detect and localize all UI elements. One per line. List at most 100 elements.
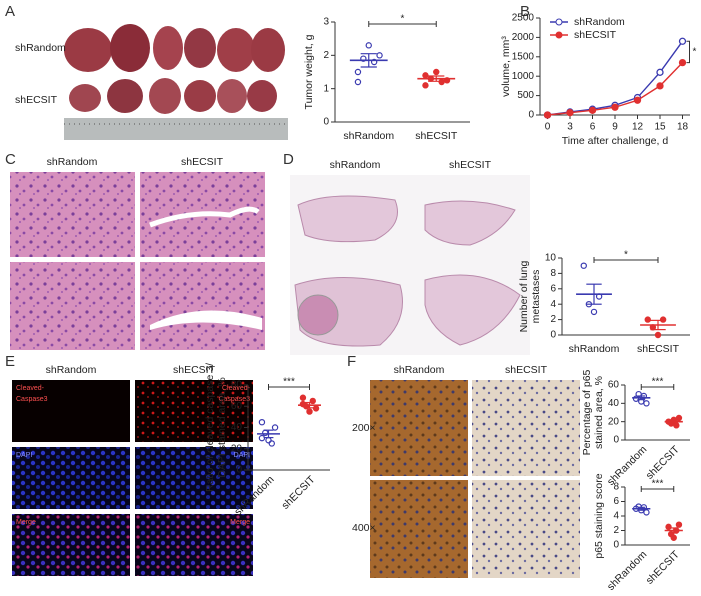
- data-point: [271, 424, 279, 431]
- panel-letter: F: [347, 353, 356, 370]
- significance-label: *: [624, 250, 628, 261]
- data-point: [656, 82, 664, 90]
- y-tick-label: 0: [550, 330, 556, 341]
- data-point: [438, 78, 445, 86]
- data-point: [365, 42, 372, 49]
- legend-label: shRandom: [574, 16, 625, 28]
- data-point: [590, 308, 598, 316]
- data-point: [643, 400, 650, 407]
- data-point: [588, 106, 597, 114]
- y-axis-label: volume, mm³: [500, 36, 512, 97]
- significance-label: ***: [652, 377, 664, 388]
- x-tick-label: 6: [590, 122, 596, 133]
- x-tick-label: shECSIT: [644, 443, 683, 482]
- data-point: [659, 316, 667, 323]
- y-tick-label: 3: [323, 17, 329, 28]
- data-point: [360, 55, 367, 62]
- channel-label: DAPI: [16, 452, 32, 459]
- data-point: [656, 68, 664, 76]
- data-point: [675, 414, 683, 422]
- data-point: [354, 68, 362, 76]
- data-point: [633, 96, 642, 104]
- y-tick-label: 500: [517, 90, 534, 101]
- data-point: [268, 440, 275, 447]
- y-tick-label: 1: [323, 83, 329, 94]
- image-label: shRandom: [47, 156, 98, 168]
- y-tick-label: 4: [550, 299, 556, 310]
- x-tick-label: shECSIT: [279, 473, 318, 512]
- channel-label: Caspase3: [16, 396, 48, 403]
- y-axis-label: Percentage of p65: [581, 369, 593, 455]
- legend-marker: [555, 31, 563, 39]
- x-axis-label: Time after challenge, d: [562, 135, 669, 147]
- channel-label: Caspase3: [218, 396, 250, 403]
- image-label: 200×: [352, 422, 376, 434]
- y-tick-label: 8: [613, 482, 619, 493]
- y-tick-label: 1000: [512, 71, 535, 82]
- channel-label: Merge: [230, 519, 250, 526]
- panel-letter: E: [5, 353, 15, 370]
- image-label: shECSIT: [15, 94, 58, 106]
- panel-letter: D: [283, 151, 294, 168]
- image-label: 400×: [352, 522, 376, 534]
- significance-label: ***: [652, 479, 664, 490]
- y-tick-label: 40: [231, 422, 243, 433]
- significance-bracket: [686, 40, 690, 64]
- significance-label: *: [693, 47, 697, 58]
- y-tick-label: 0: [613, 435, 619, 446]
- data-point: [675, 521, 683, 528]
- image-label: shRandom: [394, 364, 445, 376]
- y-tick-label: 20: [231, 443, 243, 454]
- image-label: shECSIT: [173, 364, 216, 376]
- image-label: shRandom: [330, 159, 381, 171]
- y-axis-label: Number of lung: [518, 260, 530, 332]
- data-point: [299, 394, 307, 401]
- image-label: shRandom: [15, 42, 66, 54]
- y-tick-label: 1500: [512, 51, 535, 62]
- y-axis-label: Tumor weight, g: [303, 34, 315, 109]
- channel-label: Merge: [16, 519, 36, 526]
- panel-letter: C: [5, 151, 16, 168]
- data-point: [566, 109, 574, 117]
- channel-label: DAPI: [234, 452, 250, 459]
- ihc-images: [370, 380, 580, 578]
- y-tick-label: 60: [608, 380, 620, 391]
- data-point: [611, 103, 619, 111]
- x-tick-label: shRandom: [605, 548, 650, 593]
- data-point: [678, 37, 687, 45]
- y-tick-label: 40: [608, 398, 620, 409]
- channel-label: Cleaved-: [222, 385, 251, 392]
- image-label: shRandom: [46, 364, 97, 376]
- y-tick-label: 2: [613, 525, 619, 536]
- x-tick-label: shECSIT: [637, 343, 680, 355]
- image-label: shECSIT: [181, 156, 224, 168]
- image-label: shECSIT: [505, 364, 548, 376]
- x-tick-label: 18: [677, 122, 689, 133]
- data-point: [543, 111, 552, 119]
- y-tick-label: 2: [323, 50, 329, 61]
- x-tick-label: shRandom: [343, 130, 394, 142]
- y-axis-label: p65 staining score: [593, 473, 605, 558]
- y-tick-label: 10: [545, 253, 557, 264]
- panel-letter: B: [520, 3, 530, 20]
- legend-marker: [555, 18, 563, 26]
- data-point: [376, 52, 383, 59]
- data-point: [670, 534, 677, 541]
- x-tick-label: 0: [545, 122, 551, 133]
- channel-label: Cleaved-: [16, 385, 45, 392]
- significance-label: ***: [283, 377, 295, 388]
- data-point: [654, 331, 662, 339]
- x-tick-label: shRandom: [605, 443, 650, 488]
- y-tick-label: 0: [613, 540, 619, 551]
- y-tick-label: 20: [608, 416, 620, 427]
- data-point: [643, 509, 650, 516]
- data-point: [422, 82, 429, 89]
- data-point: [422, 72, 429, 79]
- y-tick-label: 0: [528, 110, 534, 121]
- lung-images: [290, 175, 530, 355]
- x-tick-label: shECSIT: [644, 548, 683, 587]
- x-tick-label: 12: [632, 122, 644, 133]
- legend-label: shECSIT: [574, 29, 617, 41]
- histology-images: [10, 172, 265, 350]
- y-tick-label: 6: [613, 496, 619, 507]
